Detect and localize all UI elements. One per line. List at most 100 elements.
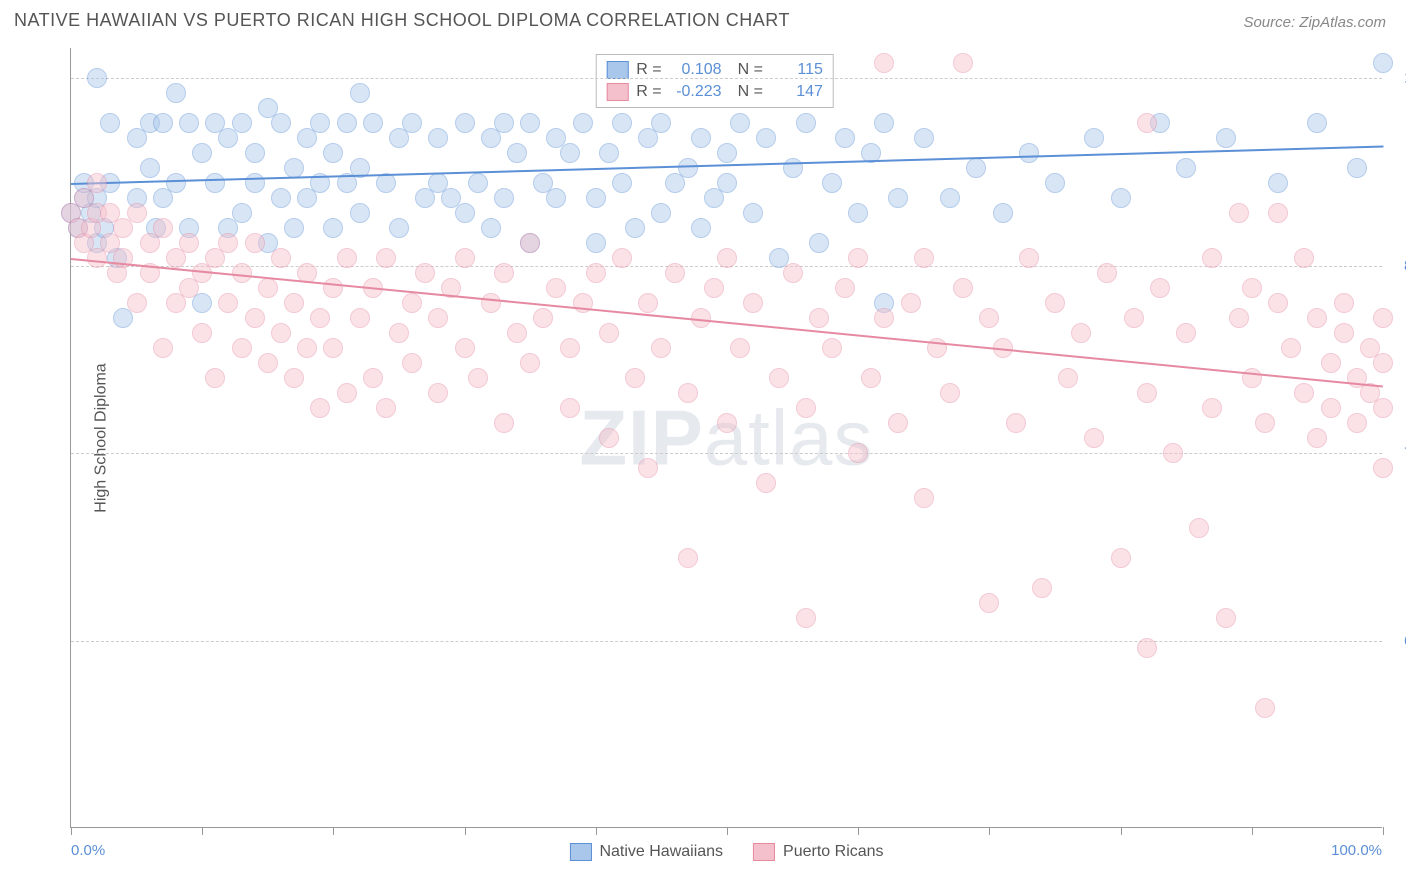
- scatter-point: [1163, 443, 1183, 463]
- scatter-point: [599, 323, 619, 343]
- scatter-point: [232, 113, 252, 133]
- scatter-point: [323, 218, 343, 238]
- scatter-point: [520, 353, 540, 373]
- scatter-point: [1111, 188, 1131, 208]
- scatter-point: [586, 233, 606, 253]
- x-axis-min-label: 0.0%: [71, 842, 105, 859]
- scatter-point: [218, 293, 238, 313]
- scatter-point: [560, 338, 580, 358]
- gridline: [71, 641, 1382, 642]
- scatter-point: [153, 338, 173, 358]
- scatter-point: [258, 278, 278, 298]
- scatter-point: [638, 458, 658, 478]
- y-axis-title: High School Diploma: [93, 363, 111, 512]
- scatter-point: [756, 473, 776, 493]
- scatter-point: [376, 398, 396, 418]
- scatter-point: [1097, 263, 1117, 283]
- scatter-point: [455, 338, 475, 358]
- scatter-point: [743, 293, 763, 313]
- scatter-point: [245, 233, 265, 253]
- scatter-point: [612, 113, 632, 133]
- stat-r-label: R =: [636, 83, 661, 101]
- scatter-point: [717, 413, 737, 433]
- scatter-point: [1294, 248, 1314, 268]
- scatter-point: [953, 278, 973, 298]
- scatter-point: [822, 338, 842, 358]
- scatter-point: [153, 218, 173, 238]
- x-axis-max-label: 100.0%: [1331, 842, 1382, 859]
- chart-legend: Native Hawaiians Puerto Ricans: [569, 843, 883, 861]
- legend-item: Native Hawaiians: [569, 843, 723, 861]
- scatter-point: [1347, 413, 1367, 433]
- scatter-point: [993, 203, 1013, 223]
- scatter-point: [323, 278, 343, 298]
- scatter-point: [769, 368, 789, 388]
- scatter-point: [494, 413, 514, 433]
- scatter-point: [1321, 353, 1341, 373]
- stat-n-label: N =: [738, 83, 763, 101]
- scatter-point: [1268, 173, 1288, 193]
- scatter-point: [1150, 278, 1170, 298]
- legend-label: Native Hawaiians: [599, 843, 723, 861]
- scatter-point: [835, 128, 855, 148]
- scatter-point: [415, 263, 435, 283]
- scatter-point: [192, 323, 212, 343]
- scatter-point: [743, 203, 763, 223]
- scatter-point: [1084, 428, 1104, 448]
- stat-r-value: -0.223: [670, 83, 722, 101]
- scatter-point: [953, 53, 973, 73]
- scatter-point: [1124, 308, 1144, 328]
- scatter-point: [651, 338, 671, 358]
- x-tick: [71, 827, 72, 835]
- scatter-point: [284, 158, 304, 178]
- scatter-point: [783, 158, 803, 178]
- scatter-point: [1229, 308, 1249, 328]
- x-tick: [1252, 827, 1253, 835]
- legend-swatch: [753, 843, 775, 861]
- scatter-point: [796, 608, 816, 628]
- scatter-point: [756, 128, 776, 148]
- scatter-point: [888, 188, 908, 208]
- scatter-point: [127, 203, 147, 223]
- scatter-point: [717, 248, 737, 268]
- scatter-point: [665, 263, 685, 283]
- stat-r-value: 0.108: [670, 61, 722, 79]
- scatter-point: [940, 383, 960, 403]
- scatter-point: [1137, 638, 1157, 658]
- scatter-point: [966, 158, 986, 178]
- scatter-point: [455, 248, 475, 268]
- x-tick: [1383, 827, 1384, 835]
- scatter-point: [520, 113, 540, 133]
- scatter-point: [1281, 338, 1301, 358]
- scatter-point: [1084, 128, 1104, 148]
- scatter-point: [874, 53, 894, 73]
- scatter-point: [402, 113, 422, 133]
- scatter-point: [389, 218, 409, 238]
- scatter-point: [546, 188, 566, 208]
- scatter-point: [389, 323, 409, 343]
- scatter-point: [914, 488, 934, 508]
- scatter-point: [796, 398, 816, 418]
- scatter-point: [1334, 293, 1354, 313]
- scatter-point: [140, 158, 160, 178]
- scatter-point: [809, 308, 829, 328]
- scatter-point: [822, 173, 842, 193]
- scatter-point: [979, 593, 999, 613]
- scatter-point: [271, 113, 291, 133]
- scatter-point: [678, 158, 698, 178]
- scatter-point: [848, 248, 868, 268]
- scatter-point: [284, 218, 304, 238]
- legend-item: Puerto Ricans: [753, 843, 884, 861]
- scatter-point: [914, 248, 934, 268]
- scatter-point: [1045, 173, 1065, 193]
- scatter-point: [1268, 293, 1288, 313]
- y-tick-label: 87.5%: [1394, 257, 1406, 274]
- scatter-point: [1242, 368, 1262, 388]
- x-tick: [465, 827, 466, 835]
- scatter-point: [678, 548, 698, 568]
- scatter-point: [507, 323, 527, 343]
- scatter-point: [232, 338, 252, 358]
- scatter-point: [350, 308, 370, 328]
- scatter-point: [258, 353, 278, 373]
- scatter-point: [350, 203, 370, 223]
